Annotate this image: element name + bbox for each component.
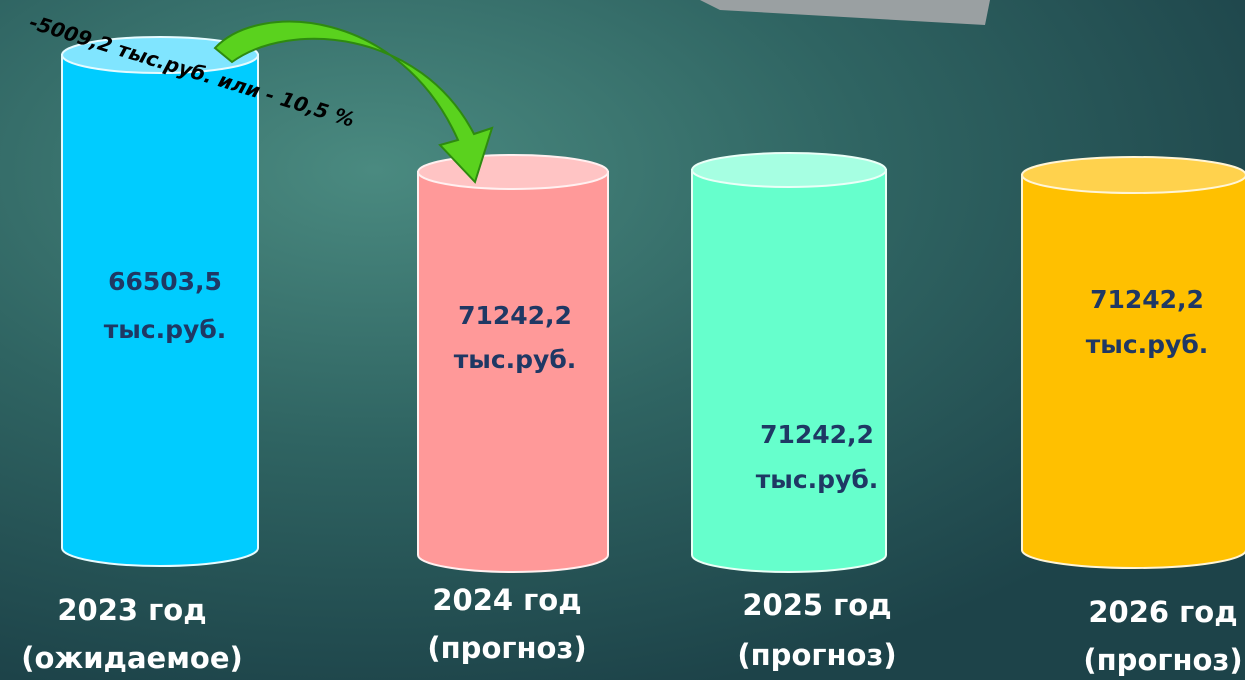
value: 66503,5 bbox=[108, 267, 222, 296]
unit: тыс.руб. bbox=[756, 465, 879, 494]
year-note: (прогноз) bbox=[737, 638, 896, 672]
cylinder bbox=[417, 154, 609, 573]
unit: тыс.руб. bbox=[1086, 330, 1209, 359]
cylinder bbox=[1021, 156, 1245, 569]
year-note: (ожидаемое) bbox=[21, 641, 243, 675]
cylinder bbox=[691, 152, 887, 573]
unit: тыс.руб. bbox=[104, 315, 227, 344]
year-label: 2026 год bbox=[1088, 595, 1237, 629]
value: 71242,2 bbox=[458, 301, 572, 330]
year-note: (прогноз) bbox=[1083, 643, 1242, 677]
unit: тыс.руб. bbox=[454, 345, 577, 374]
value: 71242,2 bbox=[760, 420, 874, 449]
year-label: 2023 год bbox=[57, 593, 206, 627]
year-label: 2024 год bbox=[432, 583, 581, 617]
value: 71242,2 bbox=[1090, 285, 1204, 314]
photo-fragment bbox=[700, 0, 990, 25]
year-note: (прогноз) bbox=[427, 631, 586, 665]
cylinder bbox=[61, 36, 259, 567]
year-label: 2025 год bbox=[742, 588, 891, 622]
arrow bbox=[213, 20, 494, 184]
